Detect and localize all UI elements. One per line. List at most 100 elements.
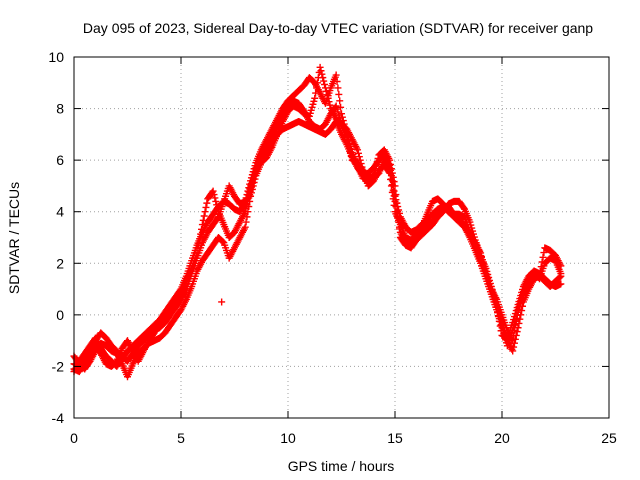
data-point-track-d [347,152,355,160]
data-point-track-c [319,74,327,82]
plot-frame [73,56,610,419]
data-point-track-c [497,327,505,335]
data-point-track-c [324,94,332,102]
data-point-track-b [374,154,382,162]
data-point-track-b [335,90,343,98]
data-point-track-d [477,252,485,260]
data-point-track-d [248,179,256,187]
data-point-track-d [395,223,403,231]
data-point-track-c [316,63,324,71]
data-point-track-b [510,343,518,351]
data-point-track-b [516,315,524,323]
x-tick-labels: 0 5 10 15 20 25 [70,430,617,446]
data-point-track-c [354,149,362,157]
data-point-track-c [318,70,326,78]
data-point-track-d [249,175,257,183]
data-point-track-d [247,187,255,195]
data-point-track-d [344,137,352,145]
data-point-track-d [243,201,251,209]
data-point-track-d [250,172,258,180]
data-point-track-d [214,204,222,212]
data-point-track-d [479,259,487,267]
data-point-track-c [323,91,331,99]
data-point-track-d [203,199,211,207]
data-point-track-d [510,331,518,339]
data-point-track-d [395,218,403,226]
data-point-track-d [511,321,519,329]
data-point-track-d [513,311,521,319]
y-tick-label: 8 [56,101,64,117]
data-point-track-d [213,201,221,209]
x-tick-label: 10 [280,430,296,446]
y-tick-label: -4 [52,410,65,426]
data-point-track-d [241,208,249,216]
data-point-track-c [321,81,329,89]
x-tick-label: 5 [177,430,185,446]
data-point-track-d [390,192,398,200]
data-point-track-c [242,218,250,226]
data-point-track-d [242,204,250,212]
data-point-track-b [372,161,380,169]
data-point-track-d [200,212,208,220]
data-point-track-d [389,186,397,194]
data-point-track-d [210,191,218,199]
data-point-track-b [509,347,517,355]
data-point-track-a [557,280,565,288]
grid-lines [74,57,609,418]
data-point-track-d [209,187,217,195]
data-point-track-c [312,89,320,97]
data-point-track-c [494,313,502,321]
data-point-track-b [332,71,340,79]
data-point-track-d [212,197,220,205]
x-tick-label: 0 [70,430,78,446]
data-point-track-d [385,163,393,171]
data-point-track-b [334,84,342,92]
data-point-track-c [320,77,328,85]
data-point-track-c [354,146,362,154]
data-point-track-d [197,230,205,238]
data-point-track-b [373,158,381,166]
x-tick-label: 15 [387,430,403,446]
data-point-track-d [392,203,400,211]
data-point-track-d [387,175,395,183]
chart-title: Day 095 of 2023, Sidereal Day-to-day VTE… [83,20,593,36]
data-point-track-c [496,322,504,330]
data-point-track-c [355,153,363,161]
data-point-track-d [478,256,486,264]
data-point-track-d [245,194,253,202]
data-point-track-d [196,235,204,243]
data-point-track-d [346,148,354,156]
data-point-track-d [391,197,399,205]
data-point-track-d [388,181,396,189]
data-point-track-c [313,84,321,92]
data-point-track-c [325,98,333,106]
data-point-track-c [322,87,330,95]
data-point-outlier [218,298,226,306]
data-point-track-c [317,67,325,75]
y-tick-label: -2 [52,358,65,374]
data-point-track-d [195,240,203,248]
y-tick-label: 2 [56,255,64,271]
x-tick-label: 25 [601,430,617,446]
y-tick-label: 0 [56,307,64,323]
data-point-track-d [199,216,207,224]
axis-ticks [73,56,610,419]
x-tick-label: 20 [494,430,510,446]
data-point-track-c [326,101,334,109]
data-point-track-d [393,208,401,216]
data-point-track-c [311,94,319,102]
y-tick-label: 6 [56,152,64,168]
data-point-track-c [495,317,503,325]
x-axis-title: GPS time / hours [288,458,395,474]
data-point-track-d [193,249,201,257]
data-point-track-d [246,191,254,199]
y-tick-labels: -4 -2 0 2 4 6 8 10 [48,49,64,426]
data-point-track-d [481,266,489,274]
data-point-track-b [539,253,547,261]
data-point-track-d [480,263,488,271]
data-point-track-d [194,244,202,252]
data-point-track-d [386,164,394,172]
data-point-track-d [477,249,485,257]
data-point-track-c [241,223,249,231]
